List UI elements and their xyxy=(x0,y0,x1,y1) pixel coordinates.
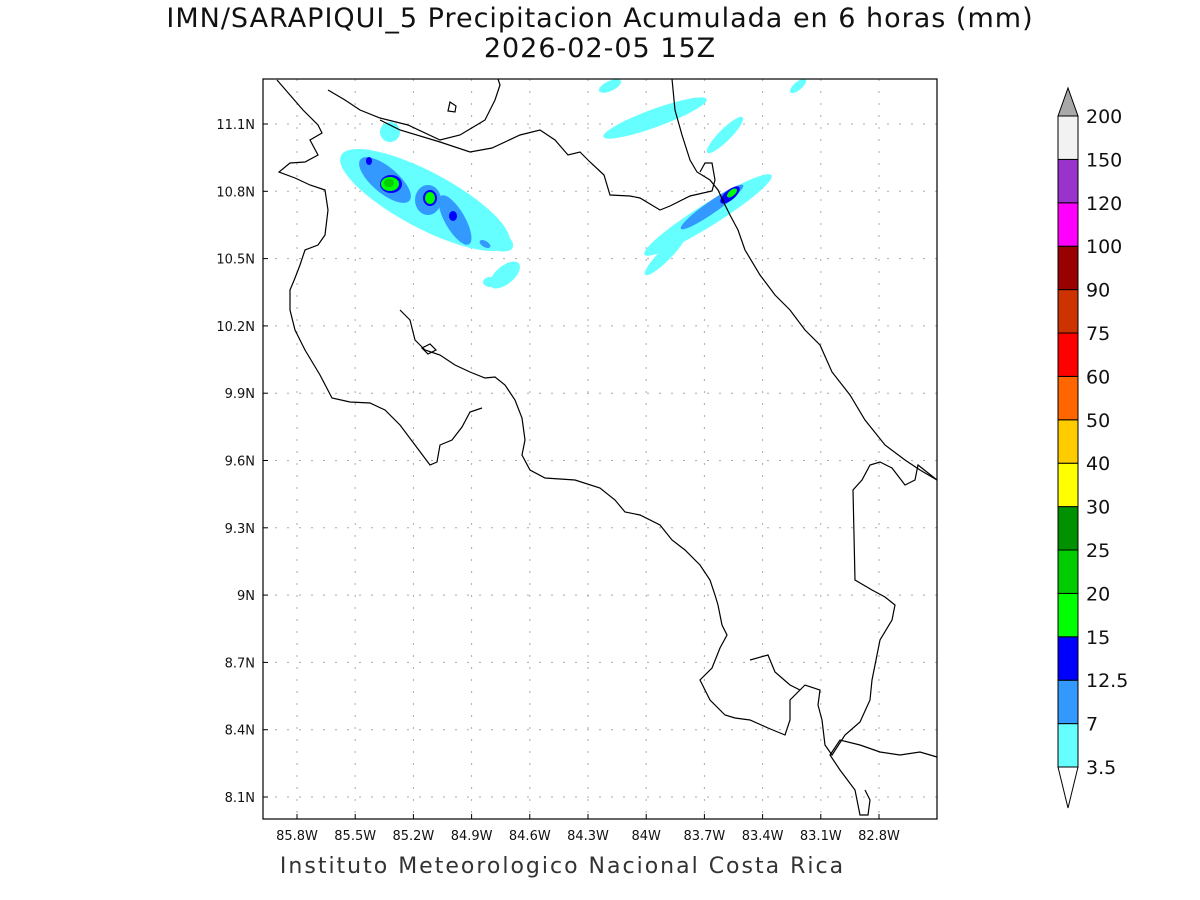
caribbean-coastline xyxy=(671,78,938,481)
colorbar-segment xyxy=(1057,158,1079,204)
x-tick-label: 84.9W xyxy=(451,829,493,844)
lake-nicaragua-shore xyxy=(327,78,501,141)
colorbar-label: 120 xyxy=(1086,193,1122,215)
precip-3.5 xyxy=(706,116,744,154)
colorbar-segment xyxy=(1057,375,1079,421)
osa-inner-coastline xyxy=(749,654,801,691)
colorbar-label: 15 xyxy=(1086,627,1110,649)
colorbar-segment xyxy=(1057,332,1079,377)
precipitation-field xyxy=(340,78,807,289)
colorbar-segment xyxy=(1057,202,1079,247)
colorbar-segment xyxy=(1057,636,1079,681)
precip-3.5 xyxy=(490,261,520,289)
precip-15 xyxy=(425,192,435,204)
precip-3.5 xyxy=(789,78,807,94)
x-tick-label: 85.5W xyxy=(334,829,376,844)
x-tick-label: 84.6W xyxy=(509,829,551,844)
x-tick-label: 84.3W xyxy=(567,829,609,844)
y-tick-label: 9.3N xyxy=(225,522,255,537)
colorbar-label: 150 xyxy=(1086,149,1122,171)
footer-credit: Instituto Meteorologico Nacional Costa R… xyxy=(279,854,846,879)
colorbar-over-triangle xyxy=(1057,86,1079,117)
precip-7 xyxy=(479,240,491,248)
y-tick-label: 8.4N xyxy=(225,724,255,739)
x-tick-label: 83.7W xyxy=(683,829,725,844)
x-tick-label: 85.8W xyxy=(276,829,318,844)
y-tick-label: 8.7N xyxy=(225,656,255,671)
precip-20 xyxy=(384,179,394,187)
y-tick-label: 11.1N xyxy=(216,118,255,133)
x-tick-label: 83.1W xyxy=(800,829,842,844)
precip-3.5 xyxy=(466,222,514,252)
grid-lines xyxy=(263,79,937,819)
y-tick-label: 10.5N xyxy=(216,253,255,268)
colorbar-label: 40 xyxy=(1086,453,1110,475)
map-frame xyxy=(262,78,938,820)
y-axis-ticks: 11.1N 10.8N 10.5N 10.2N 9.9N 9.6N 9.3N 9N 8.7N 8.… xyxy=(216,118,268,806)
colorbar-label: 75 xyxy=(1086,323,1110,345)
coastlines-and-borders xyxy=(276,78,938,816)
colorbar-label: 25 xyxy=(1086,540,1110,562)
colorbar-label: 7 xyxy=(1086,714,1098,736)
colorbar-label: 200 xyxy=(1086,106,1122,128)
precip-3.5 xyxy=(483,277,497,287)
colorbar-label: 100 xyxy=(1086,236,1122,258)
colorbar-label: 30 xyxy=(1086,497,1110,519)
colorbar-segment xyxy=(1057,115,1079,160)
island xyxy=(447,101,457,113)
precip-12.5 xyxy=(366,157,372,165)
x-tick-label: 82.8W xyxy=(858,829,900,844)
gulf-island xyxy=(420,343,438,355)
precip-3.5 xyxy=(603,97,707,139)
x-tick-label: 84W xyxy=(631,829,661,844)
nicoya-gulf-coastline xyxy=(399,309,938,757)
precip-3.5 xyxy=(644,234,686,276)
y-tick-label: 9.6N xyxy=(225,455,255,470)
y-tick-label: 9.9N xyxy=(225,387,255,402)
y-tick-label: 10.8N xyxy=(216,185,255,200)
colorbar-segment xyxy=(1057,723,1079,768)
panama-coastline xyxy=(829,739,938,816)
colorbar-label: 20 xyxy=(1086,583,1110,605)
y-tick-label: 9N xyxy=(237,589,255,604)
map-title: IMN/SARAPIQUI_5 Precipitacion Acumulada … xyxy=(166,3,1034,34)
colorbar-label: 90 xyxy=(1086,280,1110,302)
colorbar-segment xyxy=(1057,289,1079,334)
colorbar-segment xyxy=(1057,245,1079,291)
colorbar-label: 50 xyxy=(1086,410,1110,432)
precip-15 xyxy=(727,188,737,198)
y-tick-label: 10.2N xyxy=(216,320,255,335)
nicaragua-border xyxy=(379,119,716,211)
colorbar-segment xyxy=(1057,419,1079,464)
pacific-coastline xyxy=(276,79,483,466)
colorbar-segment xyxy=(1057,679,1079,725)
precip-12.5 xyxy=(449,211,457,221)
colorbar-segment xyxy=(1057,592,1079,638)
colorbar-legend: 3.5 7 12.5 15 20 25 30 40 50 60 75 90 100 120 150 200 xyxy=(1057,86,1128,809)
y-tick-label: 8.1N xyxy=(225,791,255,806)
x-tick-label: 83.4W xyxy=(742,829,784,844)
colorbar-label: 60 xyxy=(1086,366,1110,388)
x-axis-ticks: 85.8W 85.5W 85.2W 84.9W 84.6W 84.3W 84W 83.7W 83… xyxy=(276,814,900,844)
colorbar-label: 12.5 xyxy=(1086,670,1128,692)
colorbar-segment xyxy=(1057,549,1079,594)
map-subtitle-datetime: 2026-02-05 15Z xyxy=(483,33,717,64)
colorbar-label: 3.5 xyxy=(1086,757,1116,779)
colorbar-segment xyxy=(1057,462,1079,508)
colorbar-under-triangle xyxy=(1057,766,1079,809)
colorbar-segment xyxy=(1057,506,1079,551)
x-tick-label: 85.2W xyxy=(392,829,434,844)
precip-3.5 xyxy=(598,79,622,93)
